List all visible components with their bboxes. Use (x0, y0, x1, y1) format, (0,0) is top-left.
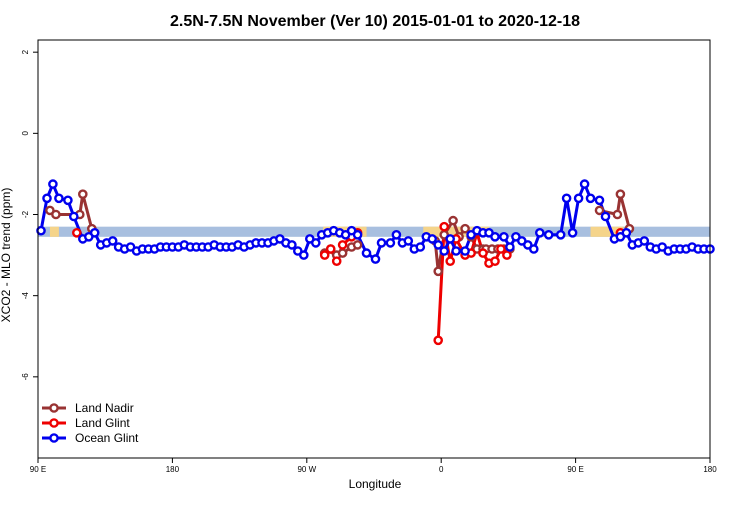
ocean-glint-point (561, 193, 572, 204)
land-glint-point (433, 335, 444, 346)
ocean-glint-point (451, 246, 461, 256)
ocean-glint-point (391, 229, 402, 240)
ocean-glint-point (535, 227, 545, 238)
x-tick-label: 0 (439, 465, 444, 474)
ocean-glint-point (352, 229, 363, 240)
y-tick-label: -6 (21, 373, 30, 381)
legend-swatch-marker (49, 418, 59, 428)
ocean-glint-point (107, 236, 118, 246)
x-axis-label: Longitude (349, 477, 402, 491)
land-glint-point (72, 227, 82, 238)
y-tick-label: 2 (21, 49, 30, 54)
ocean-glint-point (63, 195, 73, 206)
ocean-glint-point (427, 234, 438, 244)
land-nadir-point (352, 240, 363, 250)
ocean-glint-point (287, 240, 297, 250)
land-nadir-point (448, 215, 458, 226)
land-patch-3 (590, 226, 624, 237)
y-tick-label: 0 (21, 131, 30, 136)
land-nadir-point (337, 248, 348, 258)
land-patch-0 (49, 226, 59, 237)
ocean-glint-point (585, 193, 596, 204)
land-nadir-point (433, 266, 444, 277)
ocean-glint-point (361, 248, 372, 258)
plot-frame (37, 39, 711, 459)
x-tick-label: 90 E (567, 465, 583, 474)
land-glint-point (496, 244, 506, 254)
ocean-glint-point (370, 254, 381, 264)
ocean-glint-point (415, 242, 426, 252)
legend-label-ocean-glint: Ocean Glint (75, 431, 139, 445)
legend-label-land-nadir: Land Nadir (75, 401, 134, 415)
ocean-glint-point (529, 244, 539, 254)
land-glint-point (490, 256, 500, 267)
land-nadir-point (594, 205, 605, 216)
land-glint-point (439, 221, 450, 232)
land-glint-point (325, 244, 336, 254)
y-axis-label: XCO2 - MLO trend (ppm) (0, 188, 13, 323)
ocean-glint-point (543, 229, 554, 240)
reference-band (38, 226, 710, 237)
land-glint-point (502, 250, 512, 260)
ocean-glint-point (54, 193, 64, 204)
ocean-glint-point (567, 227, 578, 238)
ocean-glint-point (89, 227, 100, 238)
land-nadir-point (78, 189, 88, 199)
y-tick-label: -4 (21, 292, 30, 300)
ocean-glint-point (639, 236, 650, 246)
ocean-glint-point (555, 229, 566, 240)
ocean-glint-point (499, 231, 509, 242)
legend-label-land-glint: Land Glint (75, 416, 130, 430)
land-glint-point (478, 248, 488, 258)
y-tick-label: -2 (21, 210, 30, 218)
x-tick-label: 90 E (30, 465, 46, 474)
ocean-glint-point (403, 236, 414, 246)
land-nadir-point (615, 189, 626, 199)
ocean-glint-point (573, 193, 584, 204)
ocean-glint-point (376, 238, 387, 248)
ocean-glint-point (385, 238, 396, 248)
ocean-glint-point (621, 227, 632, 238)
chart-title: 2.5N-7.5N November (Ver 10) 2015-01-01 t… (170, 13, 580, 30)
land-nadir-point (460, 223, 470, 234)
ocean-glint-point (445, 234, 456, 244)
ocean-glint-point (298, 250, 309, 260)
ocean-glint-point (505, 242, 515, 252)
x-tick-label: 180 (703, 465, 717, 474)
legend-swatch-marker (49, 403, 59, 413)
ocean-glint-point (594, 195, 605, 206)
ocean-glint-point (439, 246, 450, 256)
land-nadir-point (51, 209, 61, 220)
ocean-glint-point (579, 179, 590, 189)
land-glint-point (337, 240, 348, 250)
legend-swatch-marker (49, 433, 59, 443)
land-glint-point (331, 256, 342, 267)
ocean-glint-point (490, 231, 500, 242)
land-glint-point (445, 256, 456, 267)
land-nadir-point (612, 209, 623, 220)
ocean-glint-point (36, 225, 46, 236)
land-nadir-line (599, 192, 631, 230)
ocean-glint-point (460, 246, 470, 256)
ocean-glint-point (48, 179, 58, 189)
ocean-glint-point (433, 240, 444, 250)
ocean-glint-point (69, 211, 79, 222)
land-glint-point (319, 250, 330, 260)
ocean-glint-point (310, 238, 321, 248)
ocean-glint-point (600, 211, 611, 222)
x-tick-label: 180 (166, 465, 180, 474)
ocean-glint-point (42, 193, 52, 204)
x-tick-label: 90 W (297, 465, 316, 474)
